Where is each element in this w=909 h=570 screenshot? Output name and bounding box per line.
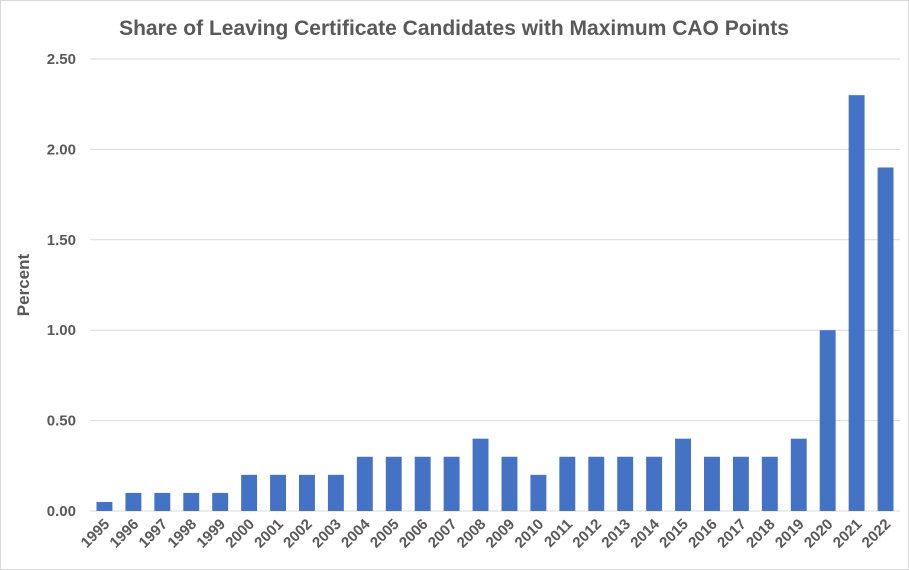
y-tick-label: 1.00 xyxy=(47,322,76,339)
bar-1998 xyxy=(183,492,200,511)
x-tick-label: 2011 xyxy=(541,516,576,551)
x-tick-label: 2009 xyxy=(483,516,519,552)
y-tick-label: 0.50 xyxy=(47,413,76,430)
bar-2010 xyxy=(530,474,547,511)
x-tick-label: 2004 xyxy=(338,515,374,551)
bar-2021 xyxy=(848,95,865,511)
x-tick-label: 2005 xyxy=(367,516,403,552)
bar-2018 xyxy=(761,456,778,511)
x-axis-ticks: 1995199619971998199920002001200220032004… xyxy=(78,515,895,551)
x-tick-label: 2015 xyxy=(656,516,692,552)
y-axis-title: Percent xyxy=(14,253,33,316)
bar-2022 xyxy=(877,167,894,512)
y-tick-label: 0.00 xyxy=(47,503,76,520)
x-tick-label: 1998 xyxy=(164,516,200,552)
y-axis-ticks: 0.00 0.50 1.00 1.50 2.00 2.50 xyxy=(47,51,76,520)
x-tick-label: 2020 xyxy=(801,516,837,552)
bar-2001 xyxy=(270,474,286,511)
x-tick-label: 2010 xyxy=(512,516,548,552)
x-tick-label: 2022 xyxy=(859,516,895,552)
bar-2003 xyxy=(327,474,344,511)
y-tick-label: 2.00 xyxy=(47,141,76,158)
bar-2019 xyxy=(790,438,807,511)
x-tick-label: 2013 xyxy=(598,516,634,552)
bar-2014 xyxy=(646,456,663,511)
bar-1997 xyxy=(154,492,171,511)
bar-2013 xyxy=(617,456,634,511)
x-tick-label: 2003 xyxy=(309,516,345,552)
x-tick-label: 2006 xyxy=(396,516,432,552)
bar-2000 xyxy=(241,474,258,511)
bar-2016 xyxy=(704,456,720,511)
bar-2002 xyxy=(299,474,315,511)
x-tick-label: 2012 xyxy=(569,516,605,552)
bar-2011 xyxy=(559,456,576,511)
chart-title: Share of Leaving Certificate Candidates … xyxy=(119,17,789,40)
x-tick-label: 2018 xyxy=(743,516,779,552)
x-tick-label: 2000 xyxy=(222,516,258,552)
x-tick-label: 2016 xyxy=(685,516,721,552)
y-tick-label: 2.50 xyxy=(47,51,76,68)
x-tick-label: 1997 xyxy=(136,516,172,552)
bar-1995 xyxy=(96,501,113,511)
bar-2008 xyxy=(472,438,489,511)
x-tick-label: 1999 xyxy=(193,516,229,552)
x-tick-label: 2019 xyxy=(772,516,808,552)
y-tick-label: 1.50 xyxy=(47,232,76,249)
bar-2007 xyxy=(443,456,460,511)
bar-2012 xyxy=(588,456,605,511)
bar-2006 xyxy=(414,456,431,511)
x-tick-label: 1996 xyxy=(107,516,143,552)
x-tick-label: 2017 xyxy=(714,516,750,552)
x-tick-label: 2008 xyxy=(454,516,490,552)
bar-2015 xyxy=(675,438,691,511)
bars xyxy=(96,95,894,512)
bar-1999 xyxy=(212,492,229,511)
x-tick-label: 2007 xyxy=(425,516,461,552)
bar-2017 xyxy=(732,456,749,511)
x-tick-label: 2014 xyxy=(627,515,663,551)
gridlines xyxy=(90,58,900,512)
x-tick-label: 2001 xyxy=(251,516,287,552)
x-tick-label: 2002 xyxy=(280,516,316,552)
bar-2009 xyxy=(501,456,518,511)
bar-1996 xyxy=(125,492,142,511)
x-tick-label: 1995 xyxy=(78,516,114,552)
x-tick-label: 2021 xyxy=(830,516,866,552)
bar-2020 xyxy=(819,330,836,511)
bar-2005 xyxy=(385,456,402,511)
bar-2004 xyxy=(356,456,373,511)
